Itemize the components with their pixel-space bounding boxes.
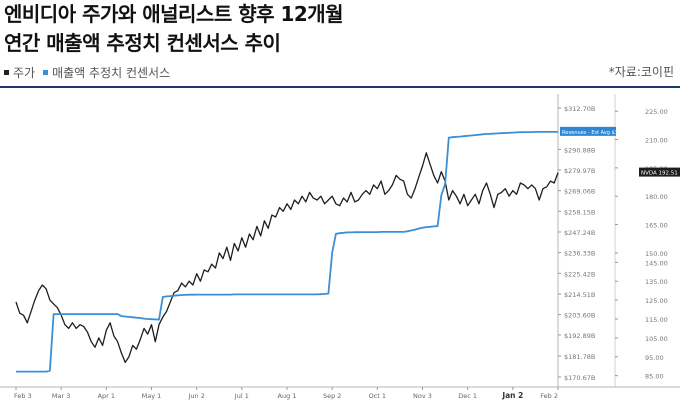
x-axis: Feb 3 Mar 3 Apr 1 May 1 Jun 2 Jul 1 Aug 1 Sep 2… [14,387,559,400]
left-axis-tick-label: $312.70B [564,105,595,113]
left-axis-tick-label: $181.78B [564,353,595,361]
left-axis-tick-label: $290.88B [564,146,595,154]
x-axis-tick-label: Mar 3 [52,392,70,400]
x-axis-tick-label: Sep 2 [323,392,341,400]
right-axis-tick-label: 225.00 [645,108,668,116]
right-axis-tick-label: 145.00 [645,259,668,267]
title-line-1: 엔비디아 주가와 애널리스트 향후 12개월 [4,2,344,26]
left-axis-tick-label: $247.24B [564,229,595,237]
left-axis-tick-label: $258.15B [564,208,595,216]
source-note: *자료:코이핀 [608,65,674,79]
x-axis-tick-label: Oct 1 [369,392,386,400]
legend-label-consensus: 매출액 추정치 컨센서스 [52,66,171,80]
consensus-end-tag-label: Revenues - Est Avg $300.10B [562,130,636,136]
left-axis-tick-label: $192.89B [564,332,595,340]
x-axis-tick-label: Jul 1 [234,392,249,400]
legend-swatch-consensus [43,70,49,75]
right-axis-tick-label: 115.00 [645,316,668,324]
legend-swatch-price [4,70,9,75]
header-divider [0,86,680,88]
right-axis-tick-label: 95.00 [645,354,664,362]
legend: 주가 매출액 추정치 컨센서스 [4,64,170,81]
series-line-consensus [16,131,558,373]
price-end-tag [639,167,680,177]
right-axis-tick-label: 150.00 [645,250,668,258]
right-axis-tick-label: 85.00 [645,373,664,381]
chart-area: $170.67B $181.78B $192.89B $203.60B $214.51B… [0,94,680,400]
right-axis: 85.00 95.00 105.00 115.00 125.00 135.00 145.00… [615,108,668,381]
left-axis-tick-label: $214.51B [564,291,595,299]
series-line-price [15,152,559,364]
x-axis-tick-label: May 1 [142,392,162,400]
legend-item-price: 주가 [4,64,35,81]
consensus-end-tag [560,126,616,136]
left-axis-tick-label: $225.42B [564,270,595,278]
series-layer [15,131,559,373]
left-axis-tick-label: $269.06B [564,188,595,196]
legend-item-consensus: 매출액 추정치 컨센서스 [43,64,170,81]
right-axis-tick-label: 135.00 [645,278,668,286]
x-axis-tick-label: Dec 1 [458,392,477,400]
chart-title: 엔비디아 주가와 애널리스트 향후 12개월 연간 매출액 추정치 컨센서스 추… [4,0,344,58]
series-end-labels: Revenues - Est Avg $300.10B NVDA 192.51 [560,126,680,177]
price-end-tag-label: NVDA 192.51 [641,171,678,177]
right-axis-tick-label: 165.00 [645,222,668,230]
x-axis-tick-label: Apr 1 [98,392,115,400]
x-axis-tick-label: Jan 2 [501,391,523,400]
x-axis-tick-label: Nov 3 [413,392,432,400]
right-axis-tick-label: 210.00 [645,137,668,145]
legend-label-price: 주가 [13,66,36,80]
right-axis-tick-label: 180.00 [645,193,668,201]
x-axis-tick-label: Feb 2 [540,392,558,400]
right-axis-tick-label: 125.00 [645,297,668,305]
x-axis-tick-label: Feb 3 [14,392,32,400]
left-axis-tick-label: $203.60B [564,312,595,320]
x-axis-tick-label: Jun 2 [187,392,204,400]
left-axis: $170.67B $181.78B $192.89B $203.60B $214.51B… [558,105,595,382]
right-axis-tick-label: 105.00 [645,335,668,343]
left-axis-tick-label: $236.33B [564,250,595,258]
left-axis-tick-label: $170.67B [564,374,595,382]
x-axis-tick-label: Aug 1 [278,392,297,400]
left-axis-tick-label: $279.97B [564,167,595,175]
title-line-2: 연간 매출액 추정치 컨센서스 추이 [4,31,281,55]
